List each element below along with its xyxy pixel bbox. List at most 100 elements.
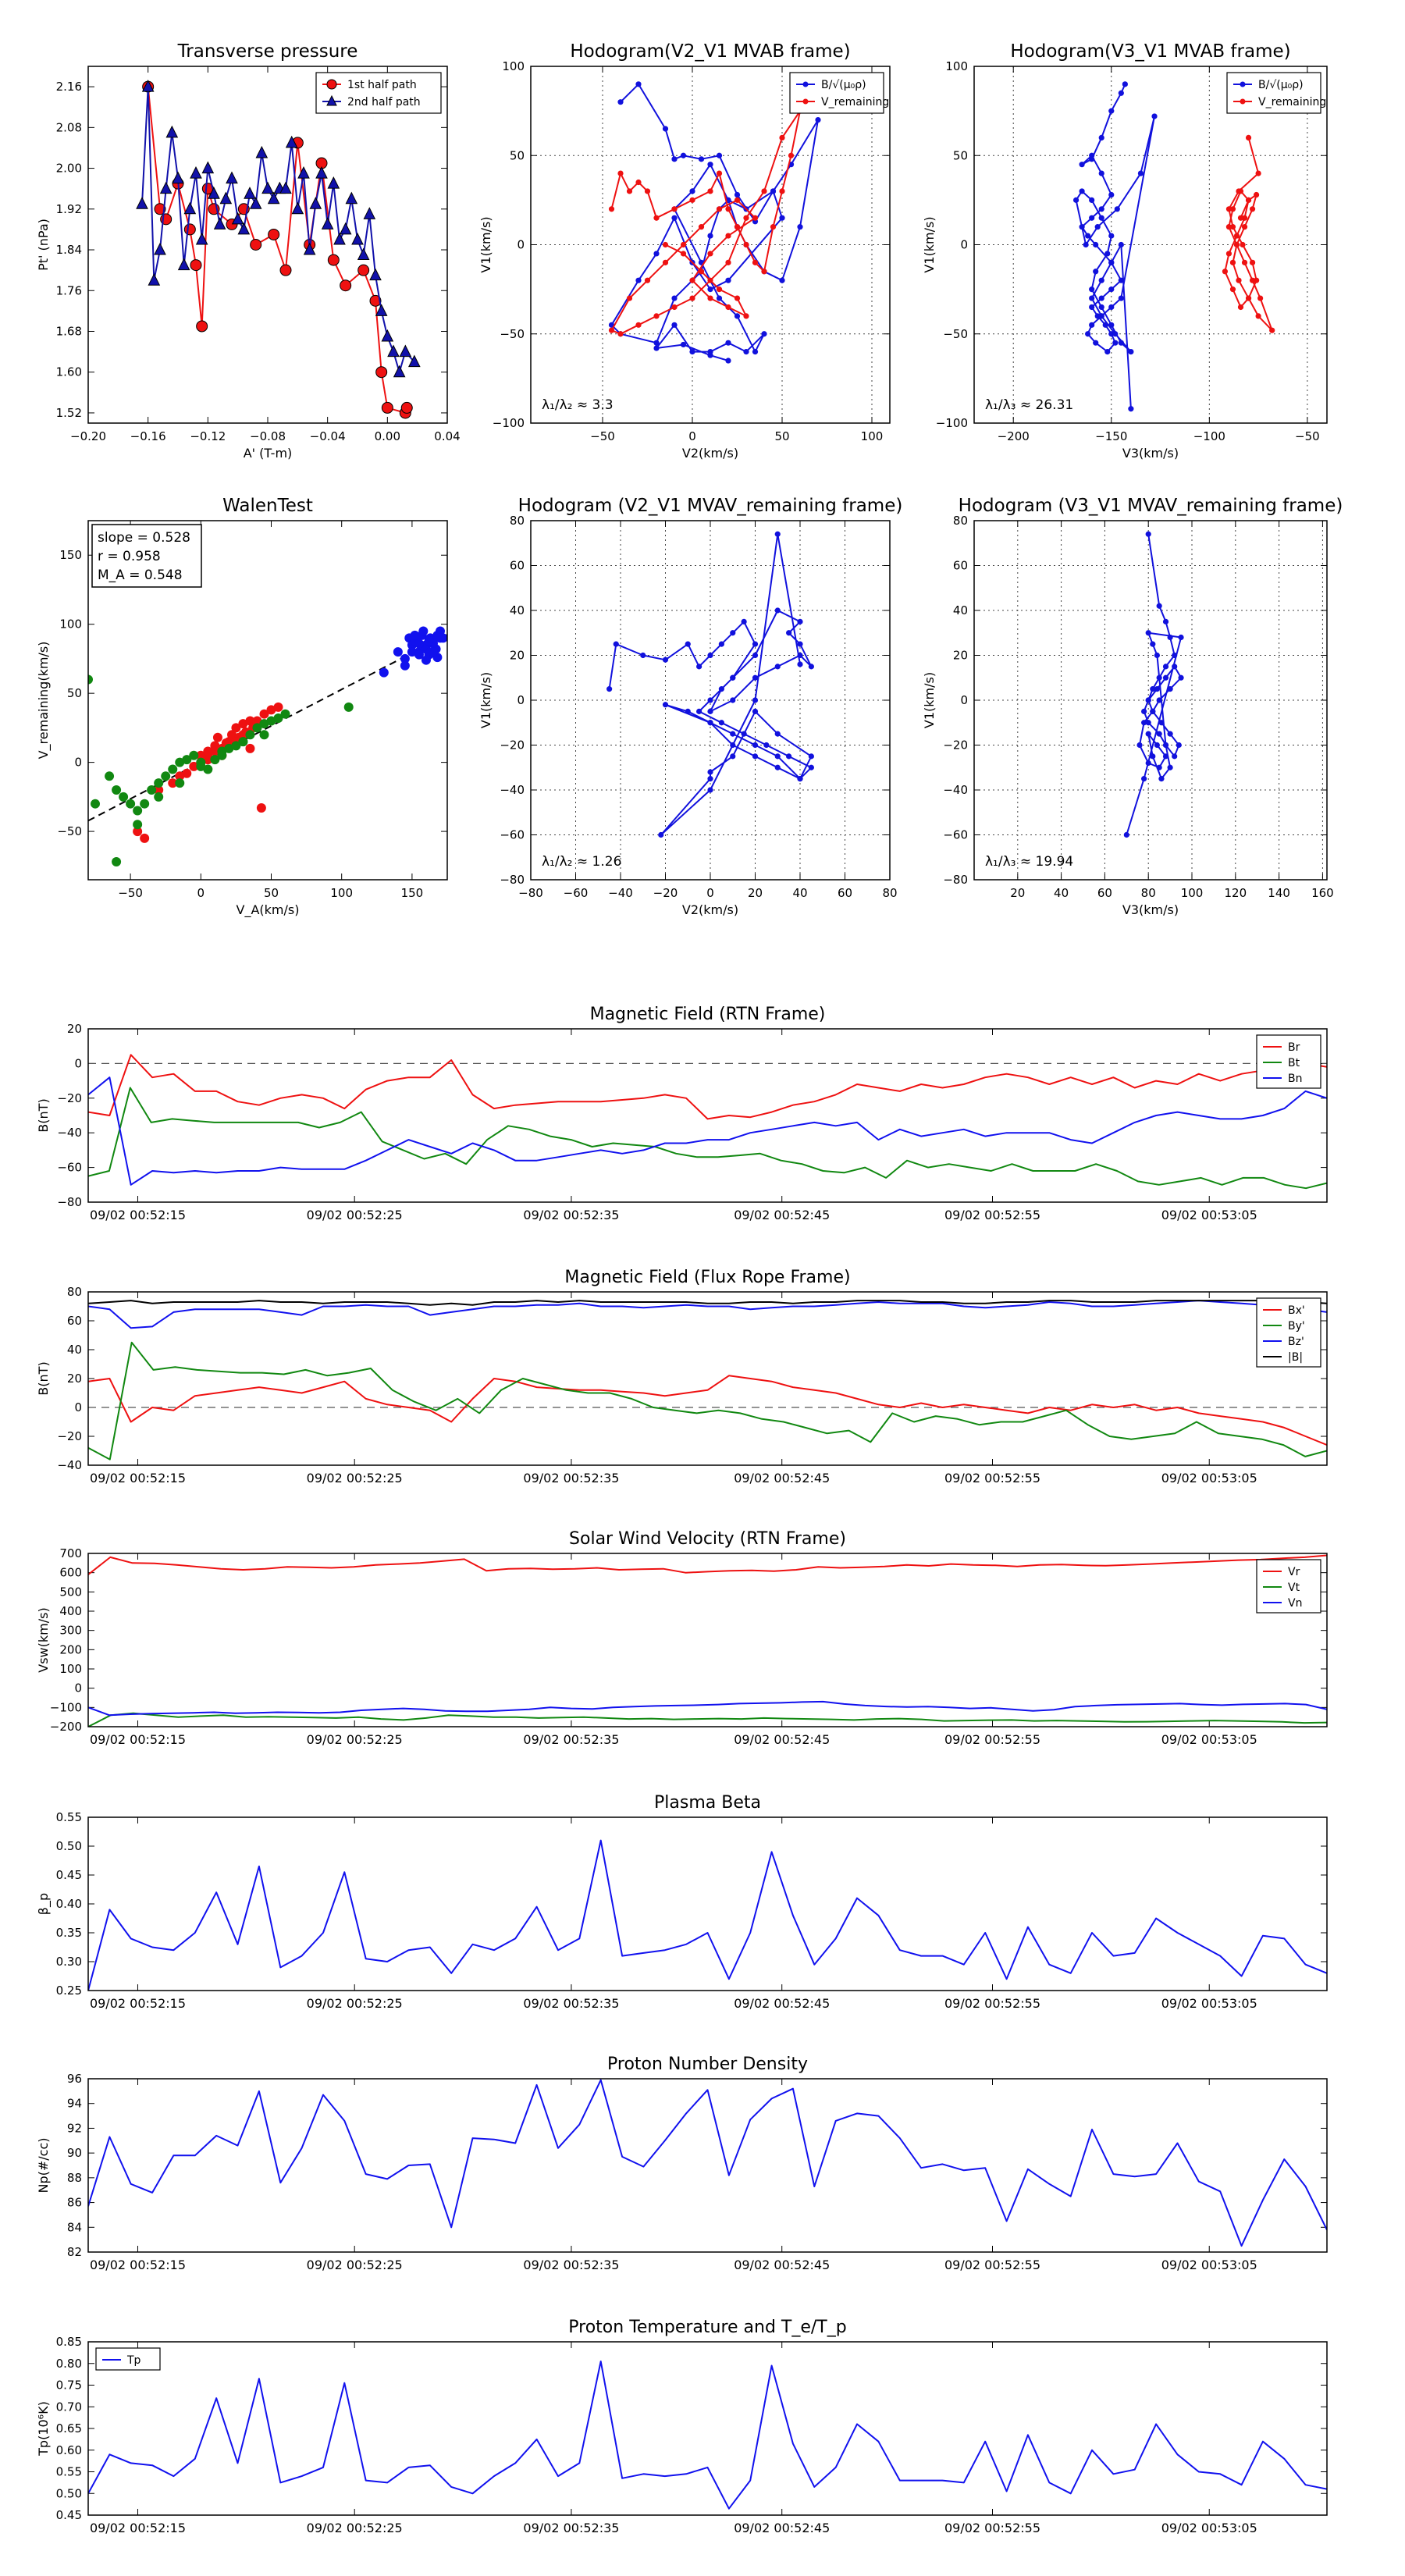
data-point (189, 750, 199, 760)
plot-area (88, 1839, 1327, 1991)
x-tick-label: 09/02 00:53:05 (1161, 2258, 1257, 2272)
data-point (779, 215, 785, 221)
data-point (357, 264, 370, 276)
y-tick-label: −60 (57, 1161, 82, 1175)
legend-swatch-marker (1240, 98, 1246, 105)
data-point (327, 254, 340, 266)
data-point (226, 171, 238, 184)
data-point (671, 206, 678, 212)
series-line-Vt (88, 1712, 1327, 1727)
data-point (250, 239, 262, 251)
data-point (698, 269, 705, 275)
data-point (244, 187, 256, 199)
data-point (716, 295, 723, 301)
data-point (268, 228, 280, 240)
y-tick-label: 0.50 (56, 1839, 82, 1853)
chart-panel-8: Magnetic Field (Flux Rope Frame) 09/02 00… (36, 1268, 1328, 1485)
x-tick-label: 09/02 00:52:25 (307, 2521, 403, 2535)
data-point (1156, 731, 1162, 737)
data-point (238, 730, 248, 740)
data-point (175, 771, 185, 781)
x-tick-label: 80 (882, 886, 897, 900)
chart-title: Proton Temperature and T_e/T_p (568, 2318, 846, 2337)
legend-box (789, 72, 884, 114)
data-point (774, 731, 781, 737)
x-tick-label: −200 (998, 429, 1030, 443)
data-point (774, 764, 781, 770)
data-point (608, 327, 615, 333)
data-point (1233, 233, 1240, 239)
x-tick-label: −0.12 (190, 429, 226, 443)
x-tick-label: −100 (1193, 429, 1225, 443)
data-point (421, 655, 431, 665)
x-tick-label: 09/02 00:52:15 (90, 1208, 186, 1222)
x-tick-label: 100 (1181, 886, 1204, 900)
y-tick-label: 600 (59, 1566, 82, 1580)
y-tick-label: 50 (953, 148, 968, 162)
data-point (761, 269, 767, 275)
data-point (707, 776, 713, 782)
x-tick-label: −50 (590, 429, 615, 443)
data-point (626, 188, 633, 194)
y-tick-label: 96 (67, 2072, 82, 2086)
data-point (1104, 251, 1111, 257)
data-point (1104, 349, 1111, 355)
data-point (730, 731, 736, 737)
data-point (327, 176, 340, 189)
data-point (707, 697, 713, 703)
data-point (752, 259, 759, 265)
chart-panel-12: Proton Temperature and T_e/T_p 09/02 00:5… (36, 2318, 1328, 2535)
series-line-Vr (88, 1554, 1327, 1575)
data-point (1269, 327, 1275, 333)
x-tick-label: −80 (518, 886, 543, 900)
data-point (1237, 215, 1244, 221)
data-point (653, 340, 660, 346)
y-tick-label: 1.92 (56, 202, 82, 216)
data-point (291, 201, 304, 215)
data-point (1254, 277, 1260, 283)
data-point (266, 716, 276, 726)
data-point (1098, 295, 1104, 301)
data-point (400, 660, 410, 671)
data-point (808, 664, 814, 670)
data-point (148, 273, 161, 286)
data-point (261, 181, 274, 194)
y-tick-label: −20 (500, 738, 525, 753)
data-point (689, 277, 695, 283)
data-point (1089, 295, 1095, 301)
data-point (635, 81, 642, 87)
x-tick-label: 100 (330, 886, 353, 900)
data-point (196, 320, 208, 333)
plot-frame (530, 66, 891, 424)
data-point (752, 641, 759, 647)
data-point (1172, 664, 1178, 670)
plot-frame (87, 1291, 1328, 1466)
data-point (734, 224, 741, 230)
data-point (88, 674, 93, 685)
y-axis-label: Pt' (nPa) (36, 219, 51, 271)
y-axis-label: Tp(10⁶K) (36, 2401, 51, 2457)
data-point (285, 135, 298, 148)
data-point (259, 730, 269, 740)
data-point (1108, 191, 1115, 198)
data-point (1156, 603, 1162, 609)
y-tick-label: −200 (50, 1720, 82, 1734)
data-point (662, 656, 669, 663)
data-point (414, 639, 424, 649)
data-point (203, 755, 213, 765)
data-point (1162, 674, 1169, 681)
y-tick-label: 0.30 (56, 1955, 82, 1969)
data-point (689, 197, 695, 203)
data-point (1108, 322, 1115, 328)
data-point (1089, 152, 1095, 158)
y-tick-label: −50 (943, 327, 968, 341)
y-tick-label: 0.55 (56, 2465, 82, 2479)
data-point (1094, 313, 1101, 319)
y-axis-label: β_p (36, 1893, 52, 1915)
series-line-Bz' (88, 1300, 1327, 1329)
data-point (168, 764, 178, 774)
data-point (1108, 108, 1115, 114)
data-point (707, 286, 713, 293)
data-point (418, 626, 429, 636)
y-tick-label: −50 (57, 824, 82, 838)
